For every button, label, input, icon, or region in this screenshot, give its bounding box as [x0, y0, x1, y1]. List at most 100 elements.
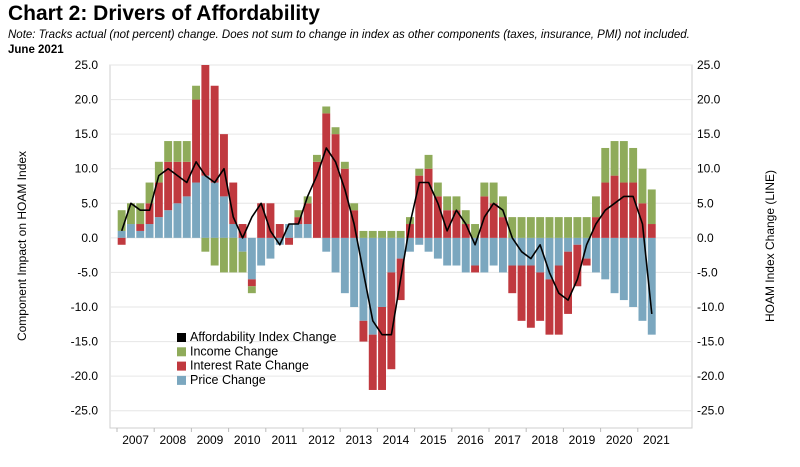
bar-price-change	[257, 237, 266, 266]
y-tick-label: 25.0	[75, 58, 99, 72]
legend-label: Income Change	[190, 344, 278, 358]
y-tick-label: -20.0	[71, 369, 99, 383]
legend-label: Interest Rate Change	[190, 359, 309, 373]
y-tick-label: 5.0	[81, 196, 98, 210]
x-tick-label: 2019	[569, 433, 596, 447]
bar-price-change	[433, 237, 442, 259]
bar-price-change	[443, 237, 452, 266]
bar-income-change	[424, 154, 433, 169]
bar-income-change	[350, 203, 359, 211]
y-right-tick-label: 5.0	[697, 196, 714, 210]
bar-income-change	[229, 237, 238, 273]
bar-income-change	[526, 217, 535, 238]
bar-income-change	[564, 217, 573, 238]
bar-price-change	[405, 237, 414, 252]
bar-interest-rate-change	[508, 265, 517, 294]
bar-income-change	[378, 230, 387, 238]
bar-price-change	[182, 196, 191, 238]
bar-interest-rate-change	[433, 196, 442, 238]
y-tick-label: -15.0	[71, 335, 99, 349]
bar-interest-rate-change	[182, 161, 191, 197]
bar-price-change	[136, 230, 145, 238]
axes: 25.0 20.0 15.0 10.0 5.0 0.0 -5.0 -10.0 -15.0 -20.…	[15, 58, 777, 447]
x-tick-label: 2015	[420, 433, 447, 447]
bar-price-change	[173, 203, 182, 238]
bar-price-change	[536, 237, 545, 273]
bar-income-change	[164, 141, 173, 162]
bar-interest-rate-change	[117, 237, 126, 245]
bar-interest-rate-change	[517, 265, 526, 321]
bar-income-change	[368, 230, 377, 238]
y-axis-title: Component Impact on HOAM Index	[15, 151, 29, 341]
bar-price-change	[126, 224, 135, 238]
bar-price-change	[154, 217, 163, 238]
bar-interest-rate-change	[526, 265, 535, 328]
y-tick-label: 0.0	[81, 231, 98, 245]
bar-price-change	[340, 237, 349, 294]
bar-interest-rate-change	[638, 203, 647, 238]
bar-interest-rate-change	[238, 224, 247, 238]
bar-price-change	[471, 237, 480, 266]
y-tick-label: -5.0	[77, 265, 98, 279]
bar-interest-rate-change	[554, 265, 563, 335]
bar-interest-rate-change	[210, 85, 219, 183]
bar-income-change	[201, 237, 210, 252]
bar-income-change	[219, 237, 228, 273]
bar-interest-rate-change	[368, 334, 377, 390]
bar-income-change	[173, 141, 182, 162]
bar-income-change	[210, 237, 219, 266]
bar-price-change	[219, 196, 228, 238]
bar-interest-rate-change	[629, 182, 638, 238]
y-right-tick-label: 0.0	[697, 231, 714, 245]
bar-price-change	[424, 237, 433, 252]
bar-income-change	[536, 217, 545, 238]
legend-swatch	[177, 347, 186, 357]
bar-price-change	[331, 237, 340, 273]
bar-interest-rate-change	[173, 161, 182, 204]
bar-income-change	[471, 224, 480, 238]
x-tick-label: 2007	[122, 433, 149, 447]
bar-income-change	[126, 203, 135, 225]
x-tick-label: 2009	[197, 433, 224, 447]
chart-note: Note: Tracks actual (not percent) change…	[8, 29, 690, 41]
y-right-tick-label: -20.0	[697, 369, 725, 383]
y-tick-label: 10.0	[75, 162, 99, 176]
bar-income-change	[619, 141, 628, 183]
bar-income-change	[322, 106, 331, 114]
bar-price-change	[378, 237, 387, 307]
bar-income-change	[247, 286, 256, 294]
x-tick-label: 2010	[234, 433, 261, 447]
legend-swatch	[177, 361, 186, 371]
bar-income-change	[480, 182, 489, 197]
bar-income-change	[498, 196, 507, 218]
bar-interest-rate-change	[443, 210, 452, 238]
bar-interest-rate-change	[275, 224, 284, 238]
bar-income-change	[601, 147, 610, 183]
bar-income-change	[154, 161, 163, 183]
bar-income-change	[545, 217, 554, 238]
x-tick-label: 2018	[531, 433, 558, 447]
bar-price-change	[396, 237, 405, 259]
bar-income-change	[582, 217, 591, 238]
bar-income-change	[415, 168, 424, 176]
bar-interest-rate-change	[201, 65, 210, 176]
y-right-tick-label: 20.0	[697, 93, 721, 107]
bars	[117, 65, 656, 390]
bar-interest-rate-change	[154, 182, 163, 218]
y-tick-label: 20.0	[75, 93, 99, 107]
bar-price-change	[647, 237, 656, 335]
bar-price-change	[275, 237, 284, 245]
bar-interest-rate-change	[545, 279, 554, 335]
bar-interest-rate-change	[257, 203, 266, 238]
bar-price-change	[192, 182, 201, 238]
bar-interest-rate-change	[610, 175, 619, 238]
bar-price-change	[164, 210, 173, 238]
bar-income-change	[461, 210, 470, 225]
bar-price-change	[247, 237, 256, 280]
legend-swatch	[177, 333, 186, 342]
bar-income-change	[303, 196, 312, 204]
legend-label: Affordability Index Change	[190, 330, 336, 344]
bar-interest-rate-change	[136, 224, 145, 231]
bar-income-change	[387, 230, 396, 238]
